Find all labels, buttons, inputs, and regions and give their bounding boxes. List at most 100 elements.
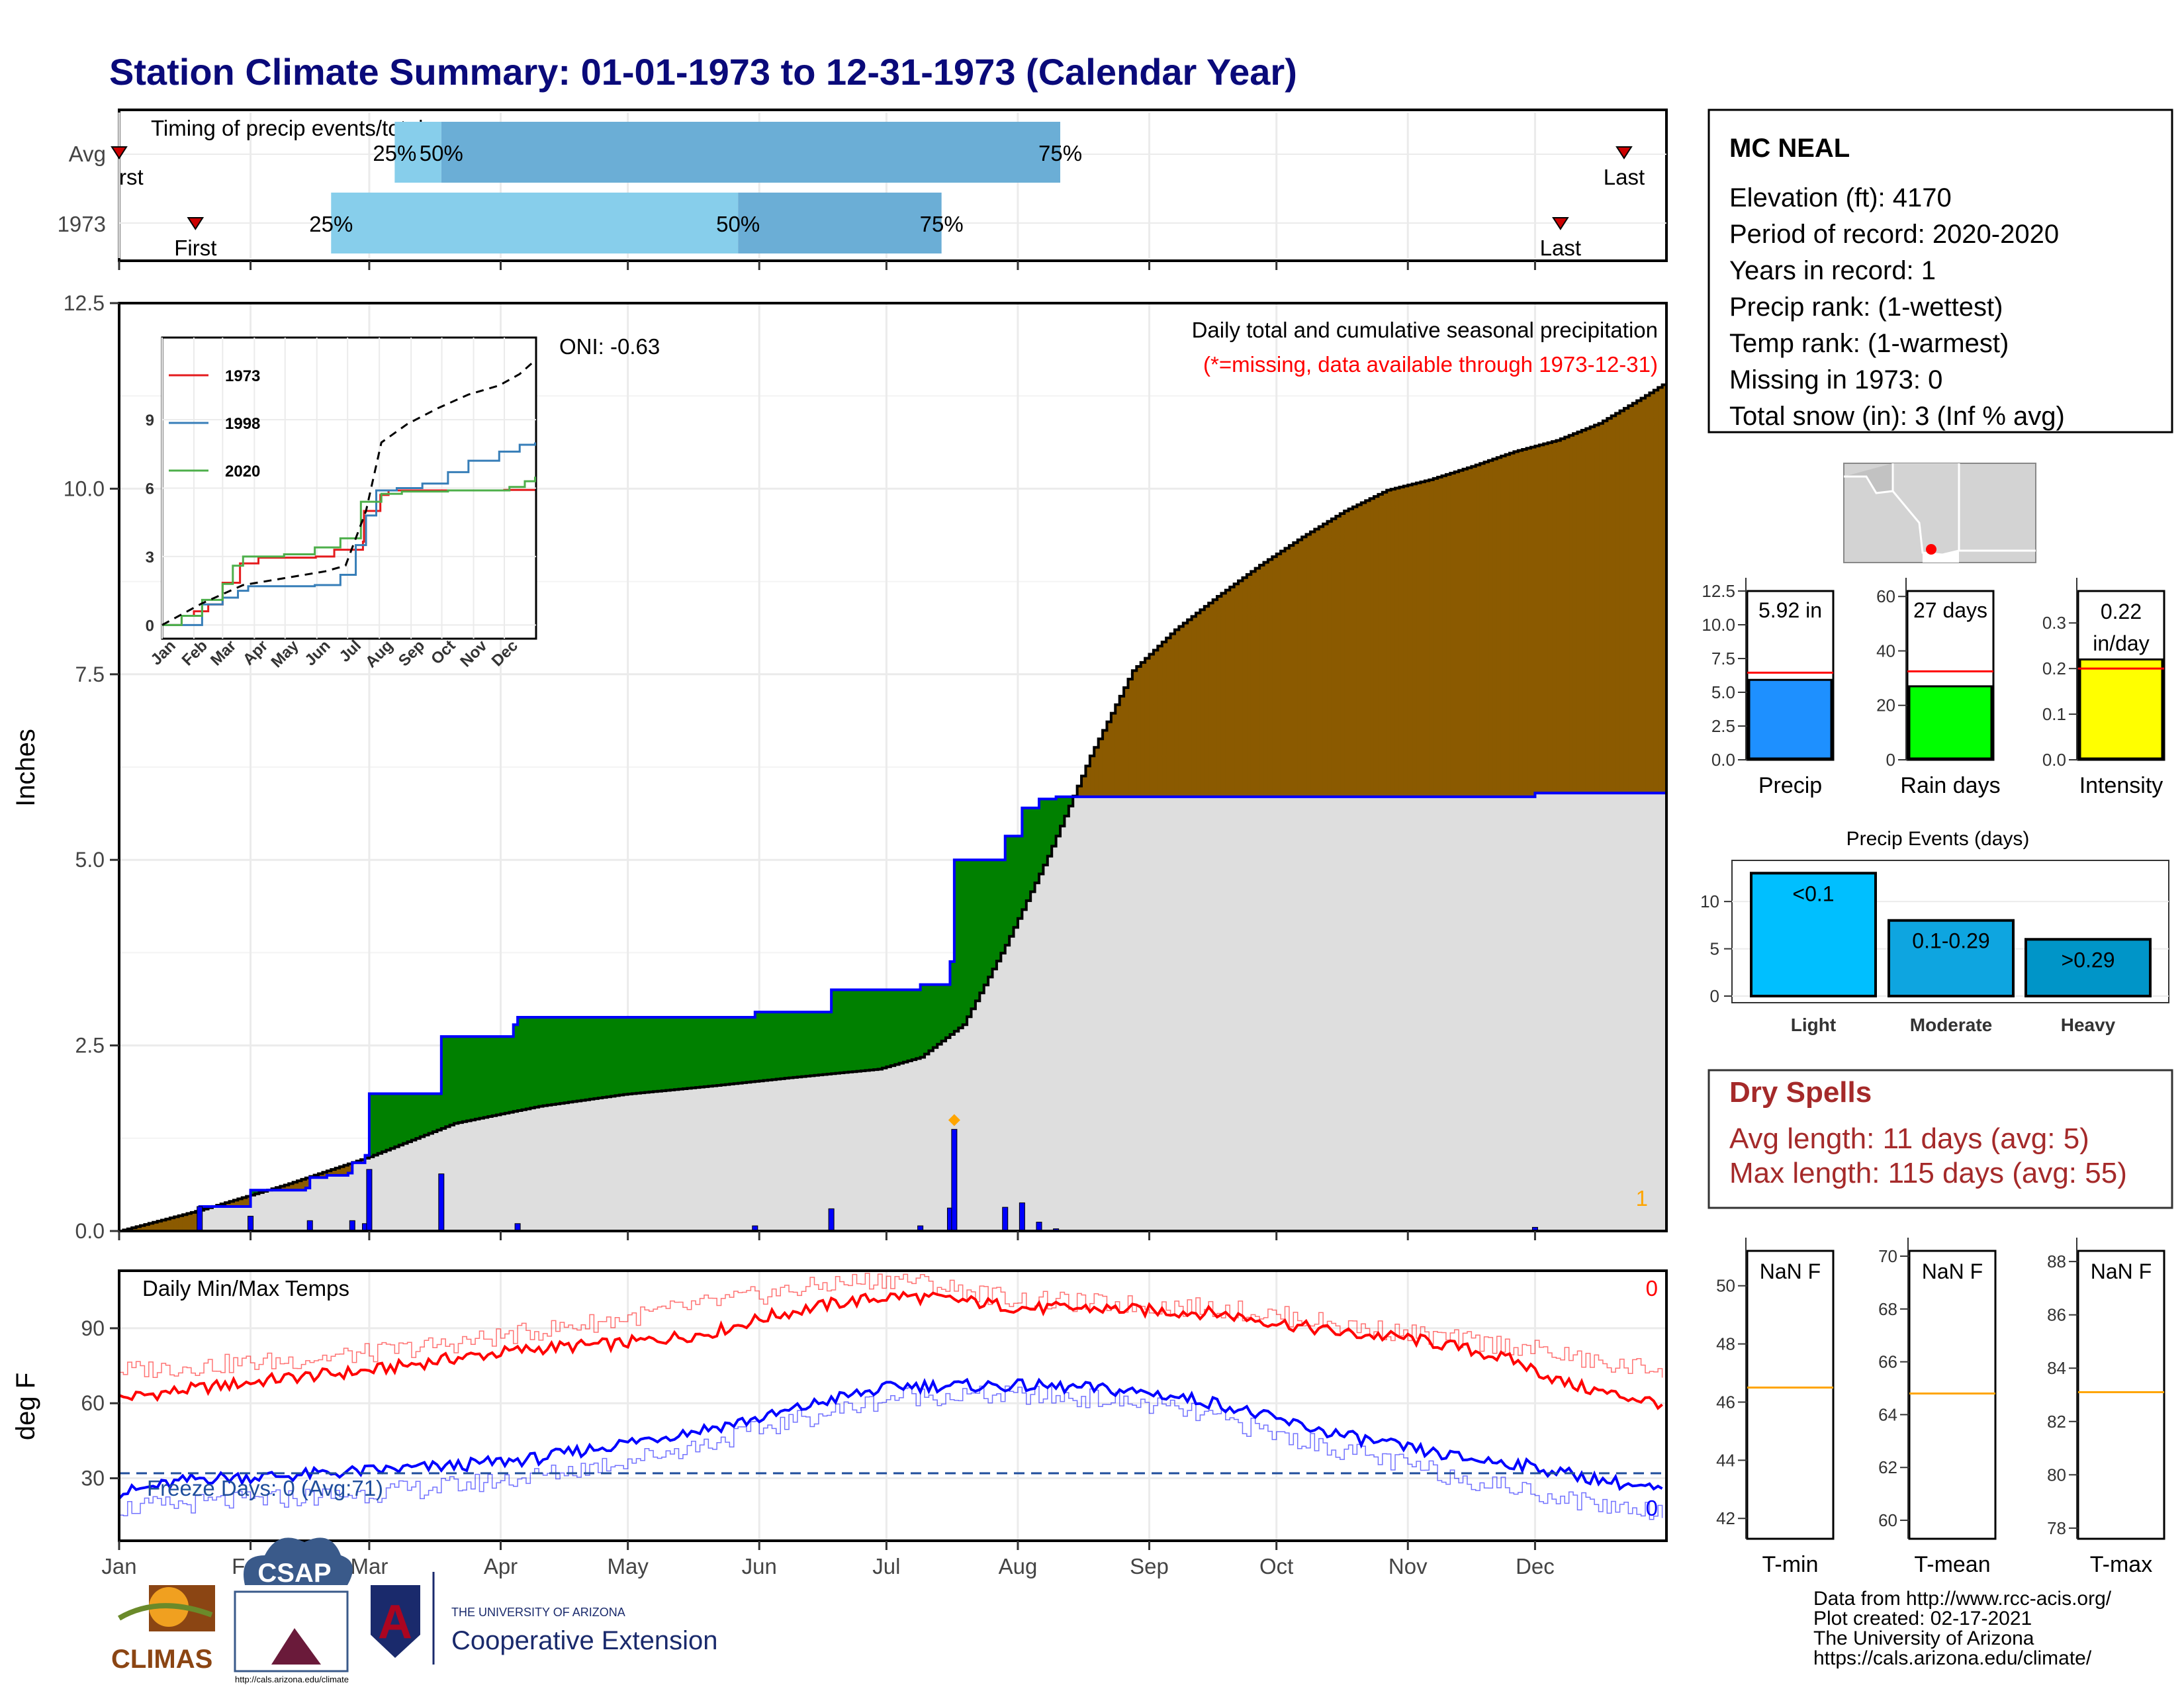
tmin-category-label: T-min [1762, 1552, 1819, 1577]
month-label-oct: Oct [1259, 1554, 1293, 1578]
tmax-y-tick-label: 78 [2047, 1518, 2066, 1538]
temp-min-avg-line [119, 1385, 1663, 1520]
timing-avg-first-label: rst [119, 165, 144, 189]
month-label-may: May [607, 1554, 649, 1578]
dry-spells-box: Dry Spells Avg length: 11 days (avg: 5) … [1707, 1069, 2173, 1209]
daily-precip-bar [828, 1208, 835, 1232]
csap-logo: CSAP http://cals.arizona.edu/climate [234, 1537, 353, 1684]
tmax-y-tick-label: 80 [2047, 1465, 2066, 1485]
climas-logo: CLIMAS [111, 1585, 215, 1674]
events-bar-light [1750, 872, 1877, 998]
tmin-y-tick-label: 50 [1716, 1276, 1735, 1296]
month-label-jul: Jul [872, 1554, 900, 1578]
oni-label: ONI: -0.63 [559, 334, 660, 359]
month-label-jan: Jan [101, 1554, 136, 1578]
station-period: Period of record: 2020-2020 [1729, 220, 2059, 249]
tmean-value-label: NaN F [1922, 1259, 1983, 1283]
rain-days-category-label: Rain days [1900, 773, 2000, 798]
temp-gridlines [118, 1271, 1666, 1541]
inset-legend: 1973 1998 2020 [169, 367, 260, 480]
page-title: Station Climate Summary: 01-01-1973 to 1… [109, 51, 1297, 93]
temp-lines [118, 1273, 1666, 1520]
dry-spells-max: Max length: 115 days (avg: 55) [1729, 1157, 2127, 1189]
precip-y-label: Inches [11, 729, 40, 807]
tmean-y-tick-label: 66 [1878, 1352, 1897, 1372]
precip-normal-line [119, 383, 1666, 1232]
tmean-y-tick-label: 64 [1878, 1404, 1897, 1424]
station-temp-rank: Temp rank: (1-warmest) [1729, 329, 2009, 358]
temp-y-tick-label: 30 [81, 1467, 105, 1490]
rain-days-y-tick-label: 0 [1886, 750, 1895, 770]
inset-line-1998 [162, 442, 536, 626]
precip-annotation-title: Daily total and cumulative seasonal prec… [1192, 318, 1658, 342]
temp-max-avg-line [119, 1273, 1663, 1379]
temp-frame [118, 1269, 1668, 1542]
month-label-dec: Dec [1516, 1554, 1555, 1578]
dry-spells-avg: Avg length: 11 days (avg: 5) [1729, 1122, 2089, 1155]
rain-days-y-tick-label: 60 [1876, 586, 1895, 606]
tmean-y-tick-label: 70 [1878, 1246, 1897, 1266]
inset-y-tick-label: 9 [146, 412, 154, 430]
ua-letter: A [378, 1596, 412, 1649]
station-missing: Missing in 1973: 0 [1729, 365, 1942, 394]
station-total-snow: Total snow (in): 3 (Inf % avg) [1729, 402, 2065, 431]
station-name: MC NEAL [1729, 134, 1850, 163]
rain-days-y-tick-label: 20 [1876, 696, 1895, 715]
footer-line-4: https://cals.arizona.edu/climate/ [1813, 1647, 2092, 1669]
rain-days-y-tick-label: 40 [1876, 641, 1895, 661]
precip-y-tick-label: 12.5 [64, 291, 105, 315]
timing-row-avg: Avg [69, 142, 106, 166]
footer-credits: Data from http://www.rcc-acis.org/ Plot … [1813, 1588, 2112, 1669]
intensity-y-tick-label: 0.1 [2042, 704, 2066, 724]
precip-category-label: Precip [1758, 773, 1822, 798]
inset-y-tick-label: 3 [146, 549, 154, 567]
tmin-value-label: NaN F [1760, 1259, 1821, 1283]
timing-year-p75-label: 75% [920, 212, 964, 236]
max-precip-marker [948, 1114, 960, 1126]
footer-line-3: The University of Arizona [1813, 1627, 2034, 1649]
precip-y-tick-label: 5.0 [1711, 682, 1735, 702]
month-label-aug: Aug [999, 1554, 1038, 1578]
precip-y-tick-label: 5.0 [75, 848, 105, 872]
tmin-box-frame [1746, 1250, 1835, 1540]
precip-y-ticks: 0.0 2.5 5.0 7.5 10.0 12.5 [64, 291, 1536, 1243]
intensity-bar [2079, 658, 2163, 760]
station-elevation: Elevation (ft): 4170 [1729, 183, 1952, 212]
precip-corner-count: 1 [1636, 1186, 1648, 1211]
inset-lines [161, 359, 536, 626]
tmin-y-tick-label: 42 [1716, 1508, 1735, 1528]
precip-y-tick-label: 7.5 [1711, 649, 1735, 668]
events-y-tick-label: 10 [1700, 891, 1719, 911]
intensity-y-tick-label: 0.0 [2042, 750, 2066, 770]
timing-year-last-marker [1552, 217, 1569, 230]
temp-y-tick-label: 60 [81, 1391, 105, 1415]
tmean-y-tick-label: 68 [1878, 1299, 1897, 1319]
rain-days-value-label: 27 days [1913, 598, 1987, 622]
daily-precip-bar [248, 1216, 254, 1232]
tmax-y-tick-label: 82 [2047, 1412, 2066, 1432]
temp-min-1973-line [118, 1377, 1663, 1500]
intensity-y-tick-label: 0.3 [2042, 613, 2066, 633]
station-info-box: MC NEAL Elevation (ft): 4170 Period of r… [1707, 109, 2173, 434]
precip-events-title: Precip Events (days) [1846, 828, 2030, 850]
station-info-frame [1707, 109, 2173, 434]
timing-title: Timing of precip events/totals [151, 116, 434, 140]
intensity-category-label: Intensity [2079, 773, 2163, 798]
csap-cloud [244, 1537, 353, 1585]
events-bar-heavy [2025, 938, 2152, 998]
events-bar-label-moderate: 0.1-0.29 [1912, 929, 1989, 953]
tmean-box-frame [1908, 1250, 1997, 1540]
tmax-y-tick-label: 88 [2047, 1252, 2066, 1271]
tmean-y-tick-label: 62 [1878, 1457, 1897, 1477]
temp-y-label: deg F [11, 1373, 40, 1440]
ua-big-text: Cooperative Extension [451, 1626, 717, 1655]
ua-small-text: THE UNIVERSITY OF ARIZONA [451, 1606, 625, 1619]
tmax-category-label: T-max [2090, 1552, 2152, 1577]
intensity-value-label: 0.22 [2101, 600, 2142, 623]
inset-line-avg [161, 359, 536, 626]
precip-bar [1748, 678, 1833, 760]
precip-y-tick-label: 2.5 [75, 1034, 105, 1058]
temp-bottom-count: 0 [1646, 1496, 1658, 1520]
rain-days-bar [1908, 685, 1993, 760]
